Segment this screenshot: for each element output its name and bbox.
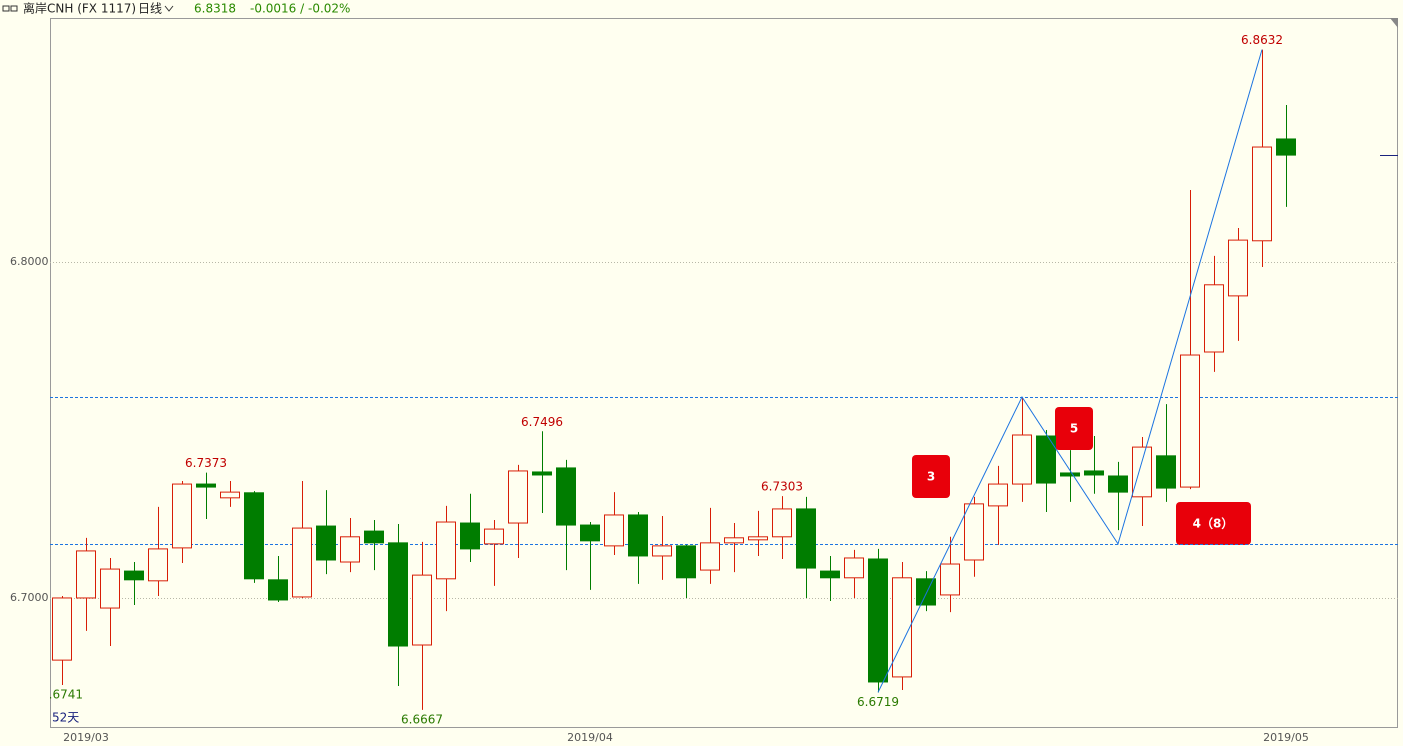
- candle-body: [1204, 284, 1224, 353]
- candle-body: [124, 570, 144, 581]
- chart-title[interactable]: 离岸CNH (FX 1117): [23, 1, 136, 16]
- candle-body: [652, 545, 672, 557]
- candle-body: [52, 597, 72, 661]
- plot-area: 6.6741 6.7373 6.6667 6.7496 6.7303 6.6719 6.86…: [41, 33, 1398, 726]
- candle-body: [1108, 475, 1128, 493]
- x-tick-label: 2019/05: [1263, 731, 1309, 744]
- high-label: 6.7303: [761, 480, 803, 494]
- zigzag-line: [877, 49, 1263, 693]
- x-tick-label: 2019/03: [63, 731, 109, 744]
- badge-text: 3: [927, 470, 935, 484]
- candle-body: [676, 545, 696, 579]
- candle-body: [916, 578, 936, 606]
- plot-frame: [50, 18, 1398, 728]
- candle-body: [220, 491, 240, 499]
- price-change: -0.0016 / -0.02%: [250, 2, 350, 16]
- candle-body: [868, 558, 888, 683]
- candle-body: [940, 563, 960, 596]
- candle-body: [1012, 434, 1032, 485]
- candle-body: [1132, 446, 1152, 498]
- high-label: 6.8632: [1241, 33, 1283, 47]
- candle-body: [436, 521, 456, 580]
- candle-body: [364, 530, 384, 544]
- candle-body: [76, 550, 96, 599]
- candle-body: [1276, 138, 1296, 156]
- y-tick-label: 6.7000: [10, 591, 49, 604]
- candle-body: [508, 470, 528, 524]
- last-price: 6.8318: [194, 2, 236, 16]
- candle-body: [148, 548, 168, 582]
- badge[interactable]: 5: [1055, 407, 1093, 450]
- candle-body: [1180, 354, 1200, 488]
- candle-body: [820, 570, 840, 579]
- candle-body: [700, 542, 720, 571]
- candle-body: [172, 483, 192, 549]
- candle-body: [340, 536, 360, 563]
- badge-text: 5: [1070, 422, 1078, 436]
- candle-body: [316, 525, 336, 561]
- corner-marker: [1390, 18, 1398, 28]
- candle-body: [844, 557, 864, 579]
- badge-text: 4（8）: [1193, 516, 1234, 531]
- low-label: 6.6719: [857, 695, 899, 709]
- candle-body: [556, 467, 576, 526]
- badge[interactable]: 3: [912, 455, 950, 498]
- candle-body: [964, 503, 984, 561]
- candle-body: [412, 574, 432, 646]
- candle-body: [1060, 472, 1080, 477]
- badge[interactable]: 4（8）: [1176, 502, 1251, 545]
- low-label: 6.6667: [401, 712, 443, 726]
- candle-body: [244, 492, 264, 580]
- candle-body: [796, 508, 816, 569]
- candle-body: [1228, 239, 1248, 297]
- period-selector[interactable]: 日线: [138, 2, 162, 16]
- candle-body: [1084, 470, 1104, 476]
- candle-body: [580, 524, 600, 542]
- candle-body: [484, 528, 504, 545]
- candle-body: [892, 577, 912, 678]
- symbol-icon: [2, 5, 18, 12]
- candle-body: [772, 508, 792, 538]
- y-tick-label: 6.8000: [10, 255, 49, 268]
- candle-body: [268, 579, 288, 601]
- candle-body: [628, 514, 648, 557]
- candle-body: [1036, 435, 1056, 484]
- high-label: 6.7373: [185, 456, 227, 470]
- candle-body: [748, 536, 768, 541]
- candle-body: [1252, 146, 1272, 242]
- candle-body: [292, 527, 312, 598]
- candle-body: [100, 568, 120, 609]
- candle-body: [724, 537, 744, 544]
- dropdown-arrow[interactable]: [164, 5, 174, 12]
- candle-body: [988, 483, 1008, 507]
- candle-body: [532, 471, 552, 476]
- candle-body: [388, 542, 408, 647]
- candle-body: [604, 514, 624, 547]
- candle-body: [196, 483, 216, 488]
- candle-body: [460, 522, 480, 550]
- span-label: 52天: [52, 711, 79, 725]
- high-label: 6.7496: [521, 415, 563, 429]
- low-label: 6.6741: [41, 687, 83, 701]
- x-tick-label: 2019/04: [567, 731, 613, 744]
- candle-body: [1156, 455, 1176, 489]
